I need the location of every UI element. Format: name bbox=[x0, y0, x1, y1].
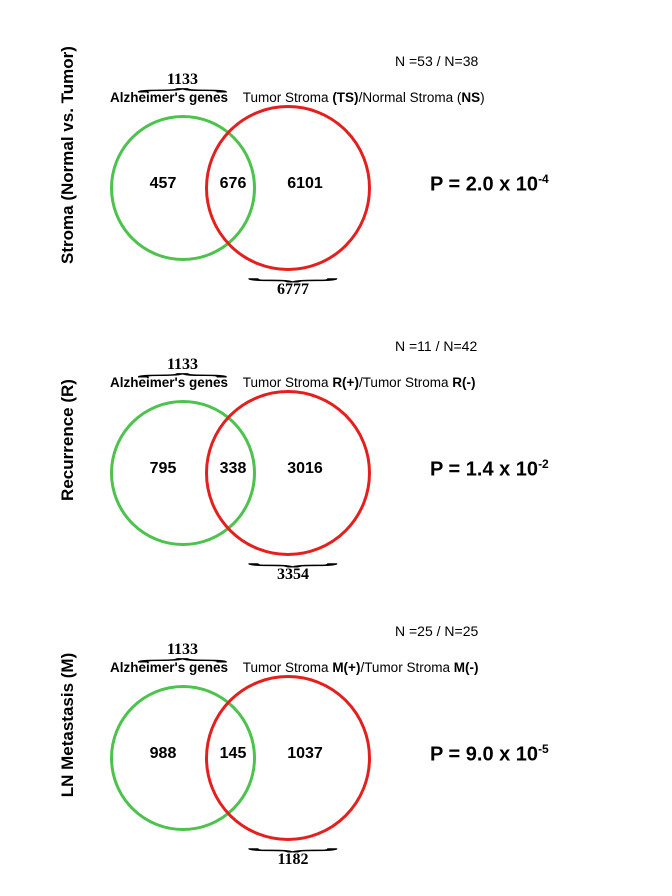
set-labels: Alzheimer's genes Tumor Stroma (TS)/Norm… bbox=[110, 90, 485, 105]
left-set-total: 1133 bbox=[105, 357, 260, 373]
only-b-count: 1037 bbox=[270, 745, 340, 763]
panel-stroma: Stroma (Normal vs. Tumor) N =53 / N=38 1… bbox=[0, 20, 672, 290]
p-value: P = 9.0 x 10-5 bbox=[430, 742, 549, 767]
right-set-total: 1182 bbox=[213, 852, 373, 868]
set-labels: Alzheimer's genes Tumor Stroma M(+)/Tumo… bbox=[110, 660, 478, 675]
only-b-count: 6101 bbox=[270, 175, 340, 193]
left-set-label: Alzheimer's genes bbox=[110, 375, 228, 390]
intersection-count: 338 bbox=[208, 460, 258, 478]
panel-recurrence: Recurrence (R) N =11 / N=42 1133 ⏞ Alzhe… bbox=[0, 305, 672, 575]
panel-metastasis: LN Metastasis (M) N =25 / N=25 1133 ⏞ Al… bbox=[0, 590, 672, 860]
p-value: P = 2.0 x 10-4 bbox=[430, 172, 549, 197]
left-set-total: 1133 bbox=[105, 642, 260, 658]
venn-figure: Stroma (Normal vs. Tumor) N =53 / N=38 1… bbox=[0, 0, 672, 896]
only-a-count: 457 bbox=[138, 175, 188, 193]
only-b-count: 3016 bbox=[270, 460, 340, 478]
bottom-brace: ⏟ 6777 bbox=[213, 260, 373, 298]
left-set-total: 1133 bbox=[105, 72, 260, 88]
venn-diagram: 457 676 6101 bbox=[110, 110, 420, 260]
p-value: P = 1.4 x 10-2 bbox=[430, 457, 549, 482]
brace-glyph-bottom: ⏟ bbox=[0, 262, 672, 281]
sample-size-text: N =25 / N=25 bbox=[395, 623, 478, 639]
sample-size-text: N =53 / N=38 bbox=[395, 53, 478, 69]
right-set-total: 3354 bbox=[213, 567, 373, 583]
brace-glyph-bottom: ⏟ bbox=[0, 547, 672, 566]
brace-glyph-bottom: ⏟ bbox=[0, 832, 672, 851]
set-labels: Alzheimer's genes Tumor Stroma R(+)/Tumo… bbox=[110, 375, 475, 390]
y-axis-label: Stroma (Normal vs. Tumor) bbox=[58, 46, 78, 264]
only-a-count: 795 bbox=[138, 460, 188, 478]
right-set-label: Tumor Stroma M(+)/Tumor Stroma M(-) bbox=[243, 660, 479, 675]
right-set-label: Tumor Stroma (TS)/Normal Stroma (NS) bbox=[243, 90, 485, 105]
bottom-brace: ⏟ 1182 bbox=[213, 830, 373, 868]
sample-size-text: N =11 / N=42 bbox=[395, 338, 477, 354]
only-a-count: 988 bbox=[138, 745, 188, 763]
bottom-brace: ⏟ 3354 bbox=[213, 545, 373, 583]
intersection-count: 145 bbox=[208, 745, 258, 763]
y-axis-label: Recurrence (R) bbox=[58, 379, 78, 501]
left-set-label: Alzheimer's genes bbox=[110, 90, 228, 105]
venn-diagram: 988 145 1037 bbox=[110, 680, 420, 830]
right-set-total: 6777 bbox=[213, 282, 373, 298]
right-set-label: Tumor Stroma R(+)/Tumor Stroma R(-) bbox=[243, 375, 476, 390]
intersection-count: 676 bbox=[208, 175, 258, 193]
venn-diagram: 795 338 3016 bbox=[110, 395, 420, 545]
left-set-label: Alzheimer's genes bbox=[110, 660, 228, 675]
